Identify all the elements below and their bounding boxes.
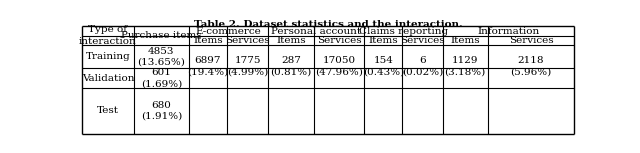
Text: Validation: Validation xyxy=(82,74,134,82)
Text: Personal account: Personal account xyxy=(271,27,362,35)
Text: 601
(1.69%): 601 (1.69%) xyxy=(141,68,182,88)
Text: Items: Items xyxy=(193,36,223,45)
Text: 1775
(4.99%): 1775 (4.99%) xyxy=(227,56,268,76)
Text: 4853
(13.65%): 4853 (13.65%) xyxy=(138,47,186,67)
Text: Claims reporting: Claims reporting xyxy=(359,27,448,35)
Text: Items: Items xyxy=(276,36,306,45)
Text: 6
(0.02%): 6 (0.02%) xyxy=(402,56,443,76)
Text: 287
(0.81%): 287 (0.81%) xyxy=(271,56,312,76)
Text: 1129
(3.18%): 1129 (3.18%) xyxy=(445,56,486,76)
Text: E-commerce: E-commerce xyxy=(196,27,261,35)
Text: Items: Items xyxy=(369,36,398,45)
Text: 680
(1.91%): 680 (1.91%) xyxy=(141,101,182,121)
Text: Table 2. Dataset statistics and the interaction.: Table 2. Dataset statistics and the inte… xyxy=(194,20,462,29)
Text: Services: Services xyxy=(509,36,554,45)
Text: Test: Test xyxy=(97,106,119,115)
Text: Purchase items: Purchase items xyxy=(121,31,202,40)
Text: Services: Services xyxy=(317,36,362,45)
Text: 6897
(19.4%): 6897 (19.4%) xyxy=(188,56,228,76)
Text: Services: Services xyxy=(225,36,270,45)
Text: 2118
(5.96%): 2118 (5.96%) xyxy=(511,56,552,76)
Text: Training: Training xyxy=(86,52,131,61)
Text: 17050
(47.96%): 17050 (47.96%) xyxy=(316,56,363,76)
Text: 154
(0.43%): 154 (0.43%) xyxy=(363,56,404,76)
Text: Items: Items xyxy=(451,36,480,45)
Text: Services: Services xyxy=(400,36,445,45)
Text: Type of
interaction: Type of interaction xyxy=(79,25,137,46)
Text: Information: Information xyxy=(477,27,540,35)
